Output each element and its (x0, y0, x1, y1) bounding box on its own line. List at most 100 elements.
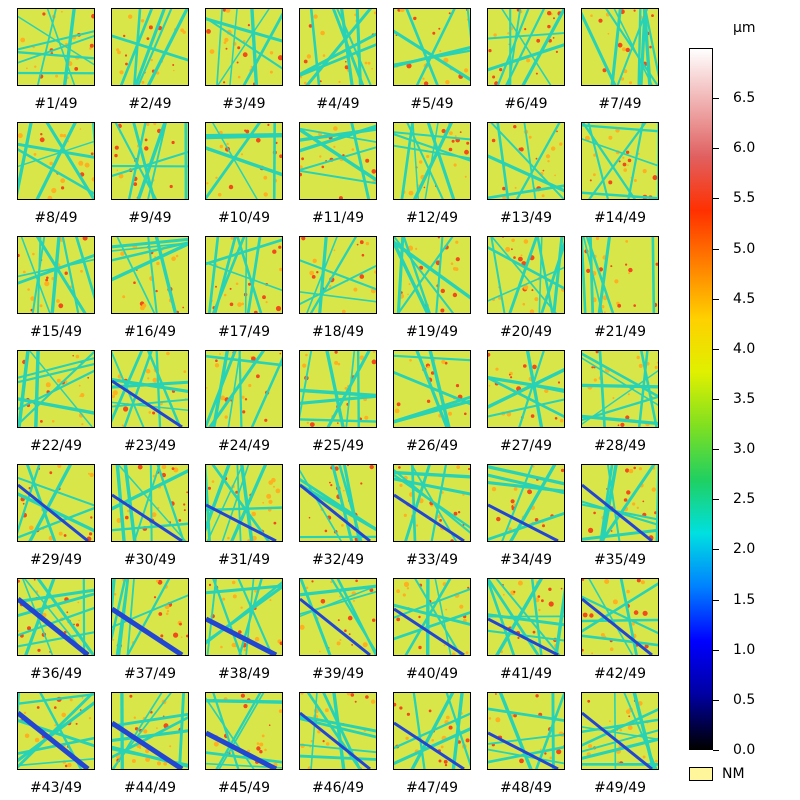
scratch-line (582, 191, 658, 199)
height-peak (617, 42, 623, 48)
scratch-line (136, 123, 167, 199)
scratch-line (300, 32, 376, 76)
height-peak (403, 581, 410, 587)
scratch-line (216, 9, 223, 85)
scratch-line (240, 465, 254, 541)
height-peak (589, 179, 592, 182)
height-peak (330, 484, 333, 487)
height-peak (333, 145, 336, 148)
height-peak (322, 54, 326, 57)
height-peak (588, 527, 594, 533)
deep-scratch (18, 711, 90, 769)
height-peak (628, 267, 633, 273)
scratch-line (300, 127, 376, 182)
height-peak (34, 737, 40, 743)
scratch-line (640, 351, 658, 427)
height-peak (465, 738, 470, 743)
height-peak (18, 253, 20, 258)
height-peak (18, 133, 23, 139)
scratch-line (402, 237, 431, 313)
height-peak (91, 13, 94, 19)
colorbar-tick-label: 2.0 (733, 541, 756, 558)
height-peak (518, 256, 523, 262)
height-peak (79, 128, 82, 130)
height-peak (338, 80, 341, 83)
scratch-line (326, 351, 371, 427)
height-peak (182, 30, 186, 34)
height-peak (225, 47, 228, 50)
colorbar-tick-label: 0.0 (733, 742, 756, 758)
map-panel (299, 236, 377, 314)
height-peak (448, 725, 453, 730)
height-peak (57, 465, 62, 468)
map-panel (581, 236, 659, 314)
height-peak (171, 256, 176, 261)
scratch-line (206, 261, 282, 292)
height-peak (523, 239, 529, 244)
height-peak (144, 138, 148, 142)
height-peak (273, 521, 277, 525)
scratch-line (18, 506, 94, 539)
scratch-line (585, 237, 615, 313)
height-peak (454, 267, 459, 271)
height-peak (347, 465, 349, 467)
height-peak (493, 33, 497, 37)
scratch-line (394, 133, 470, 162)
height-peak (439, 50, 442, 52)
scratch-line (61, 237, 80, 313)
surface-map (394, 123, 470, 199)
deep-scratch (394, 721, 465, 769)
height-peak (625, 47, 630, 53)
height-peak (256, 746, 261, 751)
scratch-line (588, 123, 647, 199)
scratch-line (490, 237, 506, 313)
height-peak (273, 485, 275, 488)
height-peak (560, 468, 564, 473)
height-peak (536, 38, 541, 43)
height-peak (651, 487, 656, 492)
scratch-line (245, 579, 255, 655)
height-peak (22, 502, 25, 505)
height-peak (456, 465, 461, 469)
height-peak (495, 717, 501, 723)
surface-map (488, 123, 564, 199)
panel-label: #42/49 (593, 666, 647, 682)
height-peak (80, 393, 85, 398)
height-peak (440, 288, 445, 294)
deep-scratch (394, 607, 465, 655)
scratch-line (466, 9, 470, 39)
height-peak (626, 589, 630, 594)
height-peak (651, 14, 654, 17)
height-peak (64, 271, 68, 275)
height-peak (399, 9, 405, 12)
height-peak (303, 59, 308, 64)
height-peak (617, 761, 620, 764)
height-peak (367, 61, 371, 65)
panel-label: #32/49 (311, 552, 365, 568)
height-peak (491, 138, 496, 143)
height-peak (173, 632, 179, 638)
scratch-line (137, 9, 173, 85)
scratch-line (211, 465, 271, 541)
scratch-line (18, 351, 30, 427)
height-peak (45, 382, 51, 388)
panel-label: #22/49 (29, 438, 83, 454)
surface-map (394, 465, 470, 541)
height-peak (608, 720, 611, 723)
scratch-line (614, 693, 617, 769)
height-peak (492, 75, 496, 79)
scratch-line (582, 595, 658, 635)
surface-map (488, 9, 564, 85)
height-peak (241, 395, 245, 399)
scratch-line (134, 9, 166, 85)
scratch-line (538, 237, 543, 313)
scratch-line (356, 351, 360, 427)
surface-map (112, 123, 188, 199)
scratch-line (445, 693, 470, 767)
scratch-line (488, 375, 564, 392)
height-peak (532, 630, 536, 634)
height-peak (642, 169, 647, 174)
map-panel (111, 236, 189, 314)
height-peak (279, 641, 282, 646)
height-peak (308, 516, 311, 519)
